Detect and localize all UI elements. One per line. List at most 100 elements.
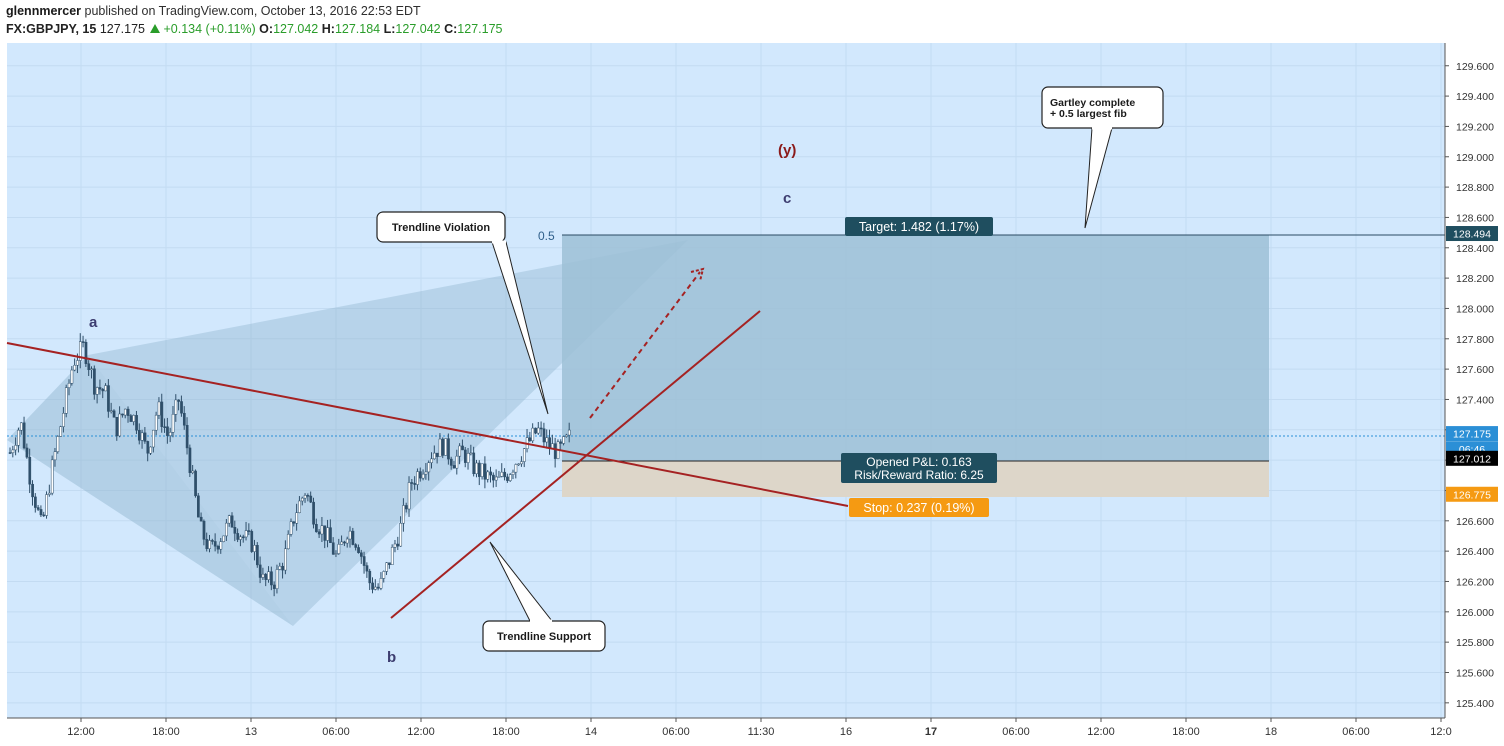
candle-body — [503, 471, 507, 478]
candle-body — [194, 470, 197, 497]
candle-body — [390, 546, 394, 565]
price-axis-badge-text: 127.175 — [1453, 429, 1491, 441]
time-tick-label: 06:00 — [322, 726, 350, 738]
candle-body — [447, 438, 450, 460]
price-tick-label: 128.000 — [1456, 303, 1494, 315]
candle-body — [413, 483, 417, 485]
candle-body — [292, 521, 296, 524]
close-value: 127.175 — [457, 22, 503, 36]
candle-body — [396, 543, 400, 547]
candle-body — [433, 452, 436, 460]
price-axis[interactable] — [1445, 43, 1504, 718]
candle-body — [205, 539, 209, 549]
price-tick-label: 128.800 — [1456, 182, 1494, 194]
candle-body — [567, 429, 571, 436]
callout-trendline-violation[interactable]: Trendline Violation — [376, 211, 549, 415]
candle-body — [208, 540, 211, 549]
candle-body — [39, 509, 43, 516]
candle-body — [191, 470, 195, 473]
ascending-trendline[interactable] — [390, 310, 761, 619]
time-tick-label: 12:00 — [67, 726, 95, 738]
candle-body — [166, 426, 169, 436]
candle-body — [281, 565, 285, 571]
price-tick-label: 129.600 — [1456, 61, 1494, 73]
price-tick-label: 126.400 — [1456, 546, 1494, 558]
candle-body — [84, 342, 88, 364]
time-tick-label: 12:00 — [1087, 726, 1115, 738]
candle-body — [50, 459, 54, 494]
candle-body — [317, 531, 321, 535]
price-axis-badge-text: 126.775 — [1453, 489, 1491, 501]
candle-body — [149, 446, 152, 454]
time-tick-label: 14 — [585, 726, 597, 738]
stop-badge: Stop: 0.237 (0.19%) — [849, 498, 989, 517]
price-tick-label: 126.600 — [1456, 516, 1494, 528]
candle-body — [140, 432, 144, 441]
high-label: H: — [321, 22, 335, 36]
candle-body — [444, 438, 447, 456]
candle-body — [497, 476, 501, 478]
time-tick-label: 16 — [840, 726, 852, 738]
candle-body — [449, 458, 453, 466]
high-value: 127.184 — [334, 22, 381, 36]
candle-body — [357, 547, 360, 553]
candles — [8, 333, 571, 597]
author-name[interactable]: glennmercer — [6, 4, 82, 18]
candle-body — [303, 495, 307, 499]
price-tick-label: 128.200 — [1456, 273, 1494, 285]
candle-body — [472, 452, 476, 475]
candle-body — [11, 449, 15, 454]
candle-body — [8, 452, 12, 454]
candle-body — [180, 401, 183, 414]
candle-body — [261, 573, 265, 578]
time-tick-label: 06:00 — [1002, 726, 1030, 738]
candle-body — [230, 515, 234, 528]
price-tick-label: 126.000 — [1456, 607, 1494, 619]
candle-body — [76, 360, 79, 366]
candle-body — [551, 443, 554, 449]
price-tick-label: 127.800 — [1456, 334, 1494, 346]
candle-body — [393, 543, 397, 548]
symbol-name: FX:GBPJPY, 15 — [6, 22, 97, 36]
candle-body — [115, 417, 119, 437]
candle-body — [53, 451, 57, 461]
candle-body — [244, 530, 248, 538]
price-tick-label: 126.200 — [1456, 576, 1494, 588]
candle-body — [345, 538, 349, 544]
candle-body — [284, 548, 287, 571]
candle-body — [225, 522, 228, 537]
candle-body — [492, 474, 495, 481]
candle-body — [517, 463, 521, 466]
open-value: 127.042 — [273, 22, 319, 36]
candle-body — [112, 410, 116, 418]
publish-info: published on TradingView.com, October 13… — [84, 4, 421, 18]
candle-body — [202, 520, 206, 540]
candle-body — [185, 424, 189, 449]
time-axis[interactable] — [0, 718, 1504, 746]
candle-body — [455, 455, 459, 469]
time-tick-label: 18 — [1265, 726, 1277, 738]
publish-line: glennmercer published on TradingView.com… — [6, 4, 421, 18]
callout-violation-text: Trendline Violation — [392, 222, 490, 234]
candle-body — [45, 494, 48, 516]
callout-trendline-support[interactable]: Trendline Support — [482, 541, 606, 652]
rr-label: Risk/Reward Ratio: 6.25 — [854, 468, 984, 482]
candle-body — [227, 515, 231, 524]
candle-body — [216, 545, 220, 550]
candle-body — [135, 415, 138, 431]
wave-label-c: c — [783, 190, 791, 207]
candle-body — [385, 562, 388, 572]
candle-body — [295, 512, 299, 524]
descending-trendline[interactable] — [6, 342, 849, 507]
candle-body — [286, 534, 290, 550]
candle-body — [219, 541, 223, 550]
candle-body — [421, 473, 425, 479]
candle-body — [109, 410, 113, 413]
wave-label-b: b — [387, 649, 396, 666]
price-axis-badge — [1446, 450, 1498, 466]
callout-gartley[interactable]: Gartley complete + 0.5 largest fib — [1041, 86, 1164, 229]
low-label: L: — [383, 22, 396, 36]
candle-body — [67, 382, 71, 388]
candle-body — [424, 471, 428, 475]
